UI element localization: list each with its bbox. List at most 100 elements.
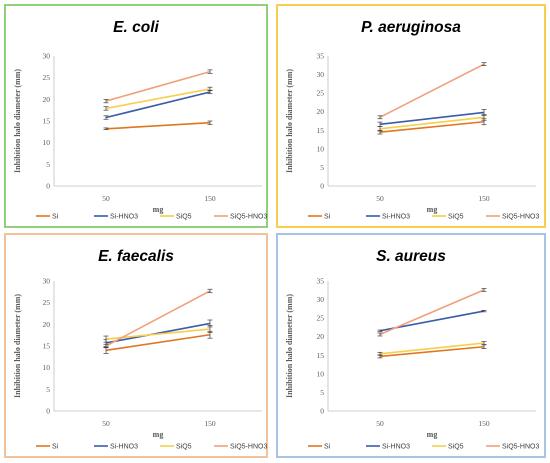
x-tick-label: 150	[204, 194, 216, 203]
series-line-si	[105, 333, 211, 352]
chart-panel-e-faecalis: E. faecalis 0 5 10 15 20 25 30 50 150 mg Inhibition…	[4, 233, 268, 458]
y-tick-label: 10	[43, 363, 51, 372]
x-tick-label: 50	[102, 194, 110, 203]
y-tick-label: 25	[317, 89, 325, 98]
chart-svg-e-coli: E. coli 0 5 10 15 20 25 30 50 150 mg Inhibition hal…	[13, 19, 267, 221]
x-tick-label: 150	[478, 419, 490, 428]
x-tick-label: 50	[376, 194, 384, 203]
y-tick-label: 5	[46, 160, 50, 169]
chart-title: P. aeruginosa	[361, 19, 461, 36]
error-bar-siq5-hno3	[377, 115, 383, 120]
y-axis-label: Inhibition halo diameter (mm)	[13, 69, 22, 173]
y-tick-label: 20	[43, 95, 51, 104]
y-tick-label: 0	[46, 182, 50, 191]
error-bar-si	[481, 344, 487, 349]
error-bar-siq5-hno3	[481, 62, 487, 67]
y-tick-label: 0	[320, 407, 324, 416]
error-bar-siq5	[377, 351, 383, 356]
legend-label-si-hno3: Si-HNO3	[382, 214, 410, 221]
y-tick-label: 5	[320, 388, 324, 397]
chart-panel-p-aeruginosa: P. aeruginosa 0 5 10 15 20 25 30 35 50 150 mg Inhibi…	[276, 4, 546, 228]
chart-title: E. coli	[113, 19, 159, 36]
series-line-siq5-hno3	[379, 289, 485, 336]
y-tick-label: 30	[43, 277, 51, 286]
error-bar-siq5-hno3	[103, 98, 109, 104]
error-bar-si-hno3	[377, 329, 383, 332]
y-tick-label: 10	[317, 369, 325, 378]
error-bar-siq5	[481, 341, 487, 345]
legend-label-siq5-hno3: SiQ5-HNO3	[502, 444, 539, 451]
legend-label-siq5-hno3: SiQ5-HNO3	[230, 214, 267, 221]
legend-label-siq5: SiQ5	[176, 214, 192, 221]
y-tick-label: 25	[43, 73, 51, 82]
x-axis-label: mg	[427, 430, 438, 439]
legend-label-siq5-hno3: SiQ5-HNO3	[230, 444, 267, 451]
chart-svg-p-aeruginosa: P. aeruginosa 0 5 10 15 20 25 30 35 50 150 mg Inhibi…	[285, 19, 539, 221]
chart-panel-s-aureus: S. aureus 0 5 10 15 20 25 30 35 50 150 mg Inhibition…	[276, 233, 546, 458]
x-axis-label: mg	[153, 205, 164, 214]
series-line-siq5	[105, 88, 211, 110]
y-tick-label: 30	[317, 70, 325, 79]
legend-label-siq5-hno3: SiQ5-HNO3	[502, 214, 539, 221]
chart-panel-e-coli: E. coli 0 5 10 15 20 25 30 50 150 mg Inhibition hal…	[4, 4, 268, 228]
legend-label-si: Si	[324, 214, 331, 221]
y-tick-label: 15	[43, 117, 51, 126]
y-tick-label: 10	[317, 144, 325, 153]
y-tick-label: 5	[46, 385, 50, 394]
error-bar-si-hno3	[103, 115, 109, 120]
error-bar-siq5-hno3	[377, 332, 383, 337]
error-bar-si	[207, 120, 213, 125]
legend-label-siq5: SiQ5	[448, 444, 464, 451]
error-bar-siq5	[377, 126, 383, 132]
series-line-siq5	[379, 342, 485, 355]
y-tick-label: 20	[43, 320, 51, 329]
x-tick-label: 150	[204, 419, 216, 428]
x-axis-label: mg	[427, 205, 438, 214]
y-axis-label: Inhibition halo diameter (mm)	[13, 294, 22, 398]
y-axis-label: Inhibition halo diameter (mm)	[285, 294, 294, 398]
y-tick-label: 20	[317, 107, 325, 116]
y-tick-label: 35	[317, 277, 325, 286]
error-bar-siq5-hno3	[207, 288, 213, 294]
error-bar-siq5-hno3	[207, 69, 213, 74]
series-line-si	[379, 345, 485, 358]
y-tick-label: 30	[317, 295, 325, 304]
y-tick-label: 35	[317, 52, 325, 61]
chart-svg-s-aureus: S. aureus 0 5 10 15 20 25 30 35 50 150 mg Inhibition…	[285, 248, 539, 451]
series-line-si	[379, 120, 485, 133]
y-tick-label: 0	[320, 182, 324, 191]
error-bar-siq5	[207, 86, 213, 92]
y-tick-label: 15	[317, 126, 325, 135]
legend-label-si: Si	[52, 444, 59, 451]
y-tick-label: 10	[43, 138, 51, 147]
legend-label-si-hno3: Si-HNO3	[110, 444, 138, 451]
series-line-si	[105, 121, 211, 130]
legend-label-siq5: SiQ5	[176, 444, 192, 451]
series-line-siq5-hno3	[379, 63, 485, 118]
chart-title: S. aureus	[376, 248, 446, 265]
legend-label-si-hno3: Si-HNO3	[382, 444, 410, 451]
error-bar-siq5-hno3	[481, 288, 487, 292]
chart-title: E. faecalis	[98, 248, 174, 265]
series-line-siq5-hno3	[105, 70, 211, 102]
error-bar-siq5-hno3	[103, 343, 109, 349]
legend-label-si-hno3: Si-HNO3	[110, 214, 138, 221]
x-tick-label: 150	[478, 194, 490, 203]
x-tick-label: 50	[376, 419, 384, 428]
y-tick-label: 25	[43, 298, 51, 307]
error-bar-si-hno3	[481, 309, 487, 313]
error-bar-siq5	[103, 335, 109, 343]
y-axis-label: Inhibition halo diameter (mm)	[285, 69, 294, 173]
legend-label-si: Si	[52, 214, 59, 221]
x-axis-label: mg	[153, 430, 164, 439]
series-line-si-hno3	[379, 111, 485, 126]
error-bar-siq5	[207, 325, 213, 333]
x-tick-label: 50	[102, 419, 110, 428]
legend-label-si: Si	[324, 444, 331, 451]
series-line-siq5-hno3	[105, 290, 211, 347]
legend-label-siq5: SiQ5	[448, 214, 464, 221]
chart-svg-e-faecalis: E. faecalis 0 5 10 15 20 25 30 50 150 mg Inhibition…	[13, 248, 267, 451]
y-tick-label: 0	[46, 407, 50, 416]
y-tick-label: 30	[43, 52, 51, 61]
error-bar-si	[103, 127, 109, 131]
